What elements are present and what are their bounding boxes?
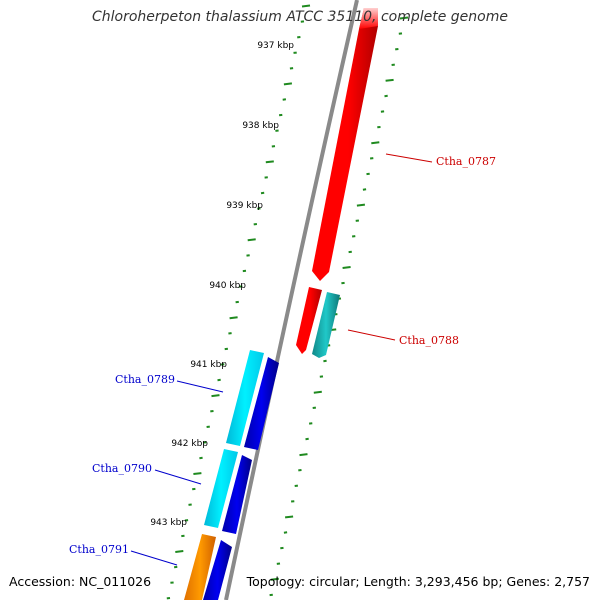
kbp-label-938: 938 kbp: [242, 121, 279, 131]
gene-label-Ctha_0787[interactable]: Ctha_0787: [436, 155, 496, 168]
outer-track-major-tick: [313, 390, 322, 394]
leader-Ctha_0791: [130, 550, 178, 566]
kbp-label-943: 943 kbp: [150, 518, 187, 528]
accession-text: Accession: NC_011026: [9, 574, 152, 589]
gene-arrow-Ctha_0787[interactable]: [312, 8, 378, 281]
inner-track-major-tick: [229, 316, 238, 320]
gene-label-Ctha_0788[interactable]: Ctha_0788: [399, 334, 459, 347]
inner-track-major-tick: [265, 160, 274, 164]
gene-label-Ctha_0789[interactable]: Ctha_0789: [115, 373, 175, 386]
map-title: Chloroherpeton thalassium ATCC 35110, co…: [92, 9, 508, 25]
gene-Ctha_0788-pre[interactable]: [296, 287, 322, 354]
leader-Ctha_0789: [176, 380, 224, 393]
outer-track-major-tick: [270, 577, 279, 581]
outer-track-major-tick: [371, 141, 380, 145]
gene-Ctha_0791[interactable]: [184, 534, 232, 600]
outer-track-major-tick: [385, 78, 394, 82]
gene-arrow-Ctha_0791[interactable]: [184, 534, 216, 600]
gene-Ctha_0789[interactable]: [226, 350, 279, 450]
inner-track-major-tick: [175, 550, 184, 553]
gene-arrow-Ctha_0789-blue[interactable]: [244, 357, 279, 450]
inner-track-major-tick: [247, 238, 256, 242]
gene-arrow-red-short[interactable]: [296, 287, 322, 354]
outer-track-major-tick: [342, 266, 351, 269]
inner-track-major-tick: [211, 394, 220, 398]
gene-Ctha_0787[interactable]: [312, 8, 378, 281]
inner-tick-track: [166, 4, 311, 600]
gene-label-Ctha_0791[interactable]: Ctha_0791: [69, 543, 129, 556]
kbp-label-940: 940 kbp: [209, 281, 246, 291]
inner-track-major-tick: [283, 82, 293, 86]
gene-arrow-top-Ctha_0787: [359, 8, 378, 29]
leader-Ctha_0787: [385, 153, 433, 163]
gene-arrow-Ctha_0790-blue[interactable]: [222, 455, 252, 534]
outer-track-major-tick: [284, 515, 294, 519]
kbp-label-941: 941 kbp: [190, 360, 227, 370]
outer-track-major-tick: [299, 453, 308, 457]
kbp-label-942: 942 kbp: [171, 439, 208, 449]
leader-Ctha_0788: [347, 329, 396, 341]
gene-Ctha_0788[interactable]: [312, 292, 340, 358]
outer-track-major-tick: [399, 16, 409, 20]
kbp-label-939: 939 kbp: [226, 201, 263, 211]
outer-tick-track: [269, 16, 409, 597]
inner-track-major-tick: [193, 472, 202, 475]
kbp-label-937: 937 kbp: [257, 41, 294, 51]
topology-text: Topology: circular; Length: 3,293,456 bp…: [246, 574, 590, 589]
genome-backbone: [224, 0, 359, 600]
gene-arrow-Ctha_0789[interactable]: [226, 350, 264, 446]
leader-Ctha_0790: [154, 469, 202, 485]
gene-label-Ctha_0790[interactable]: Ctha_0790: [92, 462, 152, 475]
gene-arrow-Ctha_0788[interactable]: [312, 292, 340, 358]
gene-arrow-Ctha_0790[interactable]: [204, 449, 238, 528]
inner-track-major-tick: [301, 4, 311, 8]
outer-track-major-tick: [356, 203, 366, 207]
gene-arrow-Ctha_0791-blue[interactable]: [203, 540, 232, 600]
gene-Ctha_0790[interactable]: [204, 449, 252, 534]
